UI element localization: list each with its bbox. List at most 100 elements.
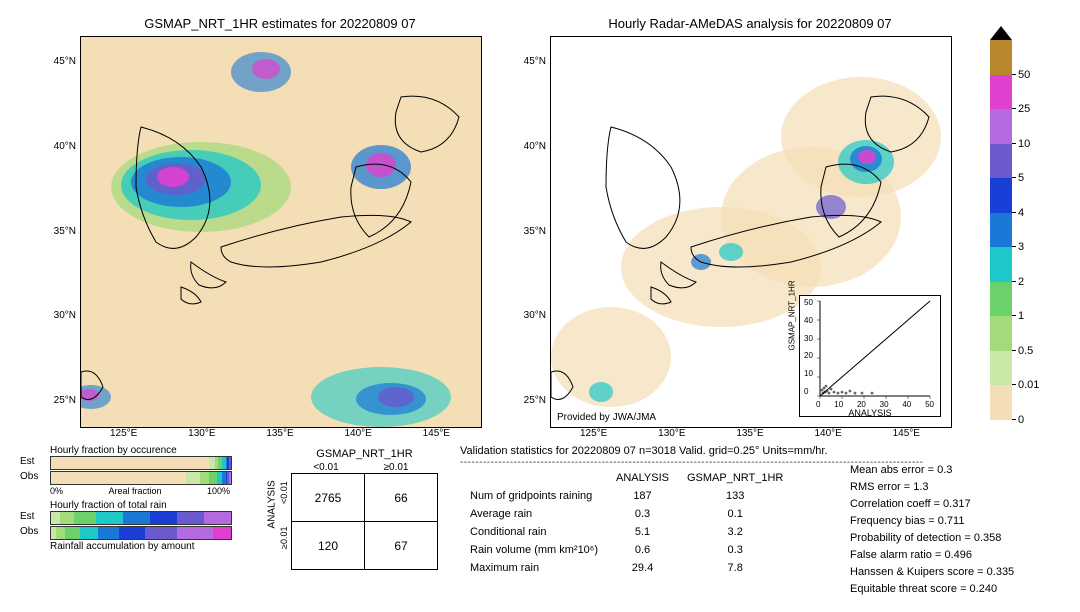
colorbar-label: 10 [1018, 138, 1030, 150]
bar-segment [150, 512, 177, 524]
axis-tick: 125°E [110, 428, 137, 439]
colorbar-label: 1 [1018, 310, 1024, 322]
val-colh-1: GSMAP_NRT_1HR [679, 470, 791, 486]
axis-tick: 30 [880, 400, 889, 409]
colorbar-segment [990, 213, 1012, 248]
bar-segment [229, 472, 231, 484]
axis-tick: 40 [804, 316, 813, 325]
colorbar-segment [990, 282, 1012, 317]
bar-segment [209, 472, 216, 484]
right-map-xticks: 125°E130°E135°E140°E145°E [550, 428, 950, 439]
left-map-title: GSMAP_NRT_1HR estimates for 20220809 07 [80, 16, 480, 31]
axis-tick: 135°E [266, 428, 293, 439]
axis-tick: 145°E [423, 428, 450, 439]
ct-cell-00: 2765 [292, 474, 365, 522]
colorbar-label: 4 [1018, 207, 1024, 219]
val-row-b: 7.8 [679, 560, 791, 576]
colorbar-segment [990, 316, 1012, 351]
left-map [80, 36, 482, 428]
ct-cell-10: 120 [292, 522, 365, 570]
bar-segment [96, 512, 123, 524]
val-row-label: Rain volume (mm km²10⁶) [462, 542, 606, 558]
right-map-title: Hourly Radar-AMeDAS analysis for 2022080… [550, 16, 950, 31]
colorbar-segment [990, 144, 1012, 179]
stat-line: Probability of detection = 0.358 [850, 530, 1014, 547]
bar-segment [65, 527, 79, 539]
axis-tick: 30°N [512, 310, 546, 321]
val-row-a: 5.1 [608, 524, 677, 540]
bar-segment [74, 512, 96, 524]
colorbar-segment [990, 385, 1012, 420]
axis-tick: 35°N [42, 226, 76, 237]
bar-segment [51, 457, 209, 469]
axis-tick: 130°E [658, 428, 685, 439]
axis-tick: 25°N [42, 395, 76, 406]
bar-label-est2: Est [20, 511, 48, 522]
val-row-a: 29.4 [608, 560, 677, 576]
axis-tick: 25°N [512, 395, 546, 406]
axis-tick: 30°N [42, 310, 76, 321]
axis-label-areal: Areal fraction [108, 486, 161, 496]
axis-tick: 40°N [512, 141, 546, 152]
bar-segment [123, 512, 150, 524]
axis-100pct: 100% [207, 486, 230, 496]
stats-list: Mean abs error = 0.3RMS error = 1.3Corre… [850, 462, 1014, 598]
bar-segment [177, 512, 204, 524]
bar-segment [186, 472, 200, 484]
val-row-label: Conditional rain [462, 524, 606, 540]
stat-line: Mean abs error = 0.3 [850, 462, 1014, 479]
contingency-colh-0: <0.01 [291, 462, 361, 473]
inset-ylabel: GSMAP_NRT_1HR [788, 280, 797, 350]
colorbar-label: 5 [1018, 172, 1024, 184]
colorbar: 00.010.512345102550 [990, 40, 1012, 420]
axis-tick: 20 [857, 400, 866, 409]
bar-segment [80, 527, 98, 539]
axis-tick: 45°N [42, 56, 76, 67]
bar-segment [204, 512, 231, 524]
axis-tick: 140°E [344, 428, 371, 439]
axis-tick: 50 [804, 298, 813, 307]
axis-tick: 45°N [512, 56, 546, 67]
axis-tick: 145°E [893, 428, 920, 439]
axis-tick: 125°E [580, 428, 607, 439]
bar-segment [51, 512, 60, 524]
colorbar-segment [990, 109, 1012, 144]
left-map-yticks: 25°N30°N35°N40°N45°N [42, 36, 76, 426]
bar-label-obs: Obs [20, 471, 48, 482]
colorbar-label: 25 [1018, 103, 1030, 115]
contingency-colh-1: ≥0.01 [361, 462, 431, 473]
bar-label-obs2: Obs [20, 526, 48, 537]
contingency-block: GSMAP_NRT_1HR <0.01 ≥0.01 ANALYSIS <0.01… [265, 448, 438, 570]
bar-segment [119, 527, 144, 539]
contingency-rowh-0: <0.01 [279, 494, 289, 504]
val-row-label: Average rain [462, 506, 606, 522]
bar-label-est: Est [20, 456, 48, 467]
val-row-b: 3.2 [679, 524, 791, 540]
val-row-label: Maximum rain [462, 560, 606, 576]
axis-tick: 20 [804, 351, 813, 360]
axis-tick: 0 [804, 387, 813, 396]
colorbar-segment [990, 351, 1012, 386]
colorbar-label: 0 [1018, 414, 1024, 426]
colorbar-segment [990, 247, 1012, 282]
bar-segment [51, 472, 186, 484]
contingency-row-title: ANALYSIS [267, 515, 278, 529]
colorbar-label: 50 [1018, 69, 1030, 81]
bar-segment [98, 527, 120, 539]
bar-segment [60, 512, 74, 524]
map-attribution: Provided by JWA/JMA [557, 412, 656, 423]
val-row-label: Num of gridpoints raining [462, 488, 606, 504]
fraction-charts: Hourly fraction by occurence Est Obs 0% … [20, 445, 250, 552]
colorbar-label: 0.01 [1018, 379, 1039, 391]
stat-line: RMS error = 1.3 [850, 479, 1014, 496]
axis-tick: 40 [902, 400, 911, 409]
stat-line: False alarm ratio = 0.496 [850, 547, 1014, 564]
fraction-title-2: Hourly fraction of total rain [50, 500, 250, 511]
colorbar-label: 2 [1018, 276, 1024, 288]
stat-line: Equitable threat score = 0.240 [850, 581, 1014, 598]
axis-tick: 130°E [188, 428, 215, 439]
left-map-xticks: 125°E 130°E 135°E 140°E 145°E [80, 428, 480, 439]
val-row-a: 0.3 [608, 506, 677, 522]
bar-segment [56, 527, 65, 539]
val-row-a: 0.6 [608, 542, 677, 558]
